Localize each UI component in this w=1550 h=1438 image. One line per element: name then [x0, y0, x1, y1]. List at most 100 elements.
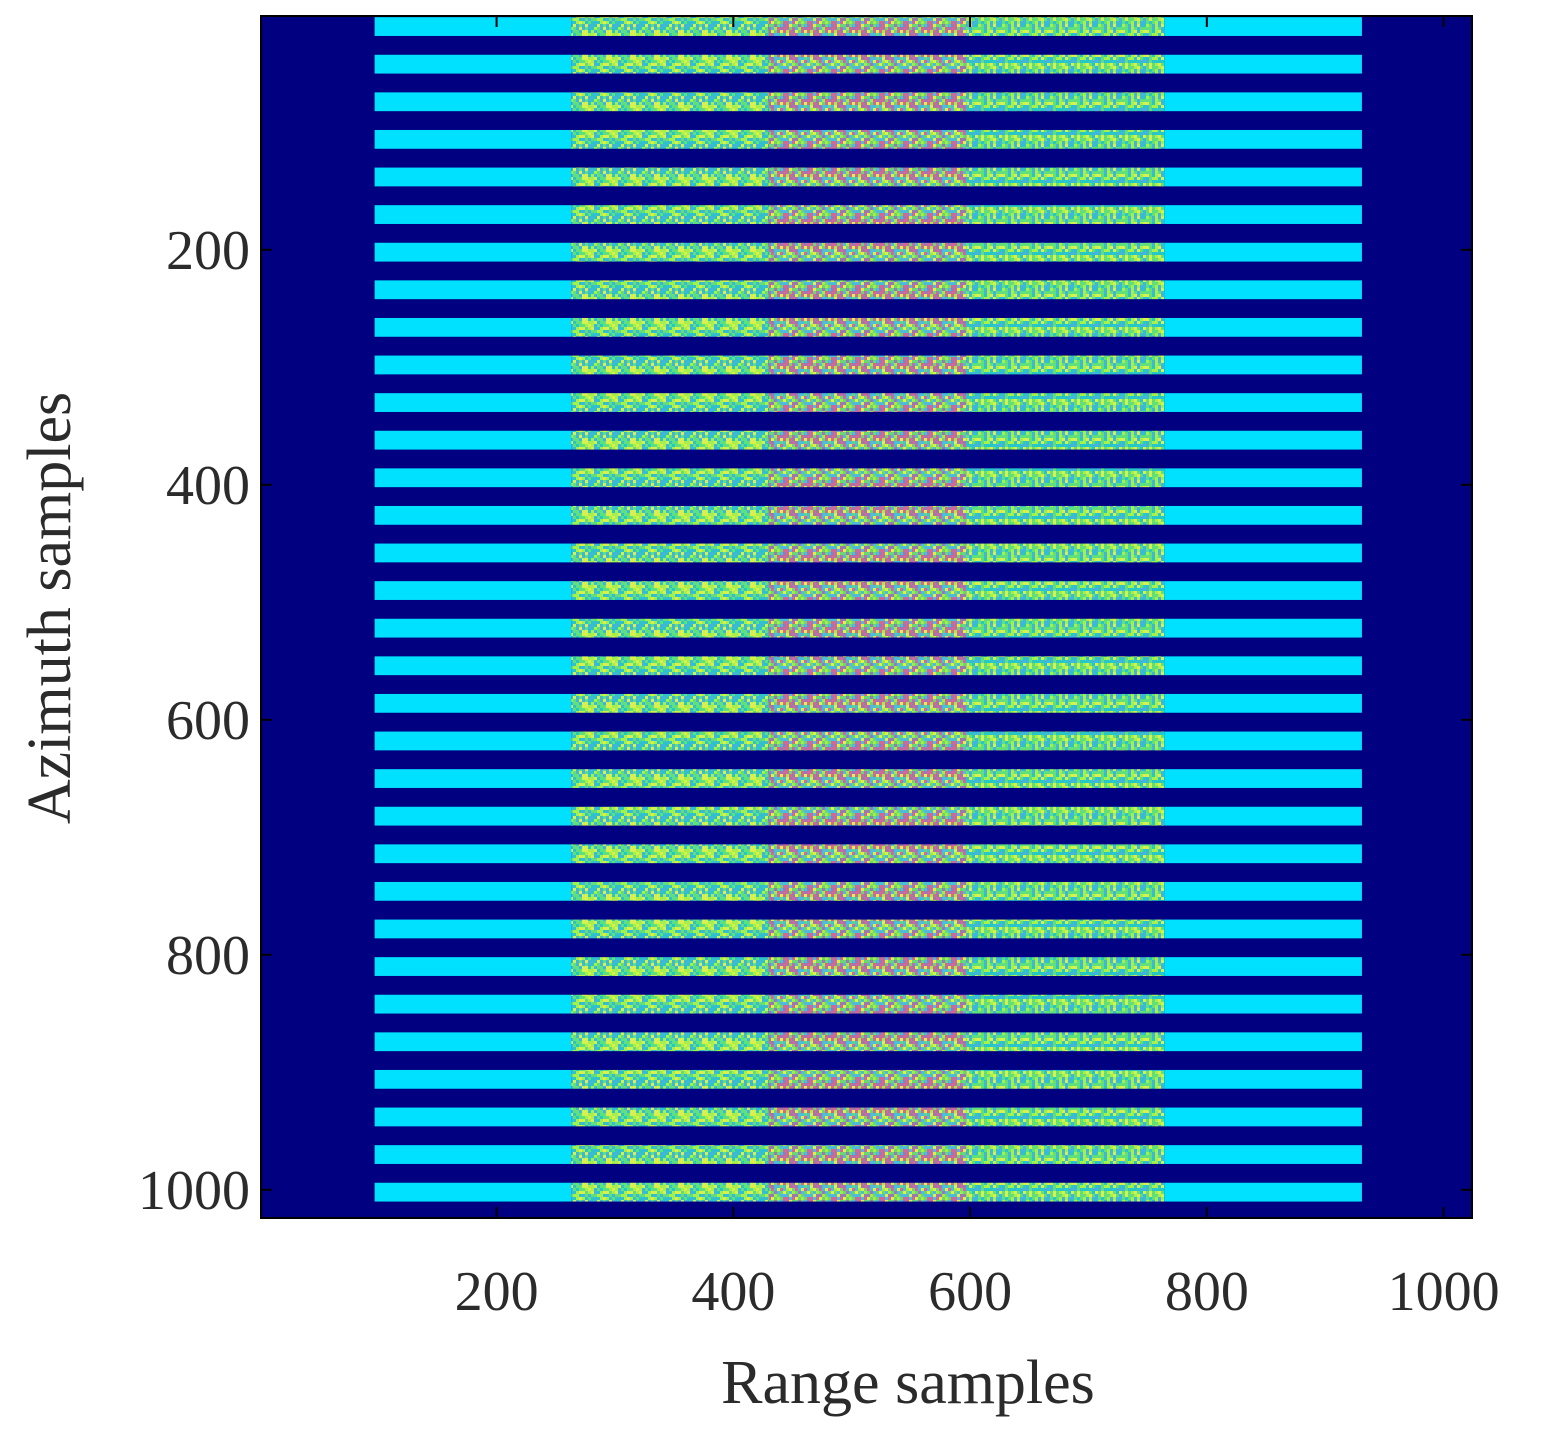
stripe-segment-textured: [571, 994, 769, 1014]
stripe-row: [374, 1069, 1362, 1089]
stripe-segment-textured: [768, 1032, 967, 1052]
stripe-segment-textured: [768, 317, 967, 337]
stripe-segment-textured: [768, 468, 967, 488]
stripe-segment-solid: [1164, 393, 1362, 412]
stripe-segment-solid: [374, 731, 572, 751]
stripe-segment-solid: [374, 1182, 572, 1202]
stripe-segment-solid: [1164, 731, 1362, 751]
y-tick-label: 200: [166, 220, 250, 282]
stripe-segment-solid: [1164, 242, 1362, 262]
stripe-segment-textured: [966, 280, 1165, 300]
axes-frame: [260, 15, 1473, 1219]
stripe-row: [374, 468, 1362, 488]
stripe-segment-textured: [768, 581, 967, 600]
stripe-segment-solid: [1164, 430, 1362, 450]
stripe-row: [374, 280, 1362, 300]
stripe-segment-textured: [768, 957, 967, 976]
stripe-segment-textured: [966, 581, 1165, 600]
stripe-segment-textured: [571, 581, 769, 600]
stripe-segment-solid: [1164, 280, 1362, 300]
stripe-segment-solid: [1164, 317, 1362, 337]
x-axis-label: Range samples: [721, 1349, 1095, 1417]
stripe-segment-textured: [571, 881, 769, 901]
stripe-segment-solid: [374, 919, 572, 939]
stripe-segment-textured: [571, 54, 769, 74]
stripe-segment-solid: [374, 957, 572, 976]
stripe-segment-textured: [966, 54, 1165, 74]
stripe-segment-textured: [571, 1069, 769, 1089]
stripe-segment-solid: [1164, 92, 1362, 112]
stripe-segment-textured: [966, 1145, 1165, 1164]
stripe-segment-textured: [966, 468, 1165, 488]
x-tick-label: 800: [1165, 1261, 1249, 1323]
stripe-segment-solid: [1164, 129, 1362, 149]
stripe-segment-solid: [374, 1107, 572, 1127]
stripe-row: [374, 242, 1362, 262]
stripe-segment-textured: [768, 205, 967, 224]
y-tick-label: 400: [166, 455, 250, 517]
stripe-segment-textured: [768, 693, 967, 713]
stripe-row: [374, 92, 1362, 112]
stripe-segment-textured: [966, 205, 1165, 224]
stripe-segment-textured: [966, 1182, 1165, 1202]
stripe-segment-textured: [768, 355, 967, 375]
stripe-segment-textured: [966, 317, 1165, 337]
stripe-segment-textured: [966, 129, 1165, 149]
stripe-row: [374, 205, 1362, 224]
stripe-segment-textured: [571, 919, 769, 939]
stripe-row: [374, 17, 1362, 36]
stripe-row: [374, 543, 1362, 563]
stripe-segment-textured: [768, 17, 967, 36]
stripe-segment-textured: [768, 393, 967, 412]
stripe-segment-textured: [966, 92, 1165, 112]
stripe-segment-textured: [966, 806, 1165, 826]
stripe-segment-solid: [374, 468, 572, 488]
x-tick-label: 1000: [1388, 1261, 1500, 1323]
stripe-segment-textured: [966, 769, 1165, 788]
stripe-segment-textured: [768, 806, 967, 826]
stripe-segment-textured: [768, 731, 967, 751]
stripe-segment-solid: [374, 844, 572, 864]
stripe-row: [374, 844, 1362, 864]
stripe-segment-solid: [1164, 543, 1362, 563]
stripe-segment-solid: [374, 543, 572, 563]
stripe-segment-solid: [374, 693, 572, 713]
stripe-segment-textured: [571, 205, 769, 224]
stripe-segment-solid: [1164, 957, 1362, 976]
stripe-segment-solid: [1164, 205, 1362, 224]
stripe-row: [374, 317, 1362, 337]
stripe-segment-textured: [966, 355, 1165, 375]
stripe-segment-textured: [768, 994, 967, 1014]
stripe-segment-textured: [571, 656, 769, 676]
stripe-segment-solid: [374, 806, 572, 826]
stripe-segment-solid: [1164, 693, 1362, 713]
stripe-segment-solid: [374, 129, 572, 149]
stripe-segment-solid: [374, 167, 572, 187]
stripe-segment-solid: [374, 581, 572, 600]
stripe-segment-textured: [768, 280, 967, 300]
stripe-segment-textured: [571, 844, 769, 864]
stripe-segment-textured: [571, 92, 769, 112]
stripe-row: [374, 54, 1362, 74]
x-tick-label: 600: [928, 1261, 1012, 1323]
stripe-row: [374, 1107, 1362, 1127]
stripe-segment-solid: [1164, 656, 1362, 676]
stripe-segment-textured: [768, 430, 967, 450]
stripe-segment-textured: [768, 1107, 967, 1127]
stripe-row: [374, 430, 1362, 450]
stripe-segment-textured: [571, 129, 769, 149]
stripe-segment-textured: [966, 844, 1165, 864]
stripe-row: [374, 581, 1362, 600]
stripe-segment-solid: [374, 1032, 572, 1052]
stripe-segment-textured: [571, 17, 769, 36]
stripe-segment-textured: [571, 505, 769, 525]
stripe-segment-textured: [966, 505, 1165, 525]
stripe-row: [374, 1032, 1362, 1052]
y-tick-label: 600: [166, 690, 250, 752]
stripe-segment-textured: [966, 994, 1165, 1014]
stripe-segment-textured: [768, 129, 967, 149]
stripe-segment-textured: [571, 1182, 769, 1202]
stripe-segment-textured: [571, 1032, 769, 1052]
stripe-segment-solid: [1164, 54, 1362, 74]
